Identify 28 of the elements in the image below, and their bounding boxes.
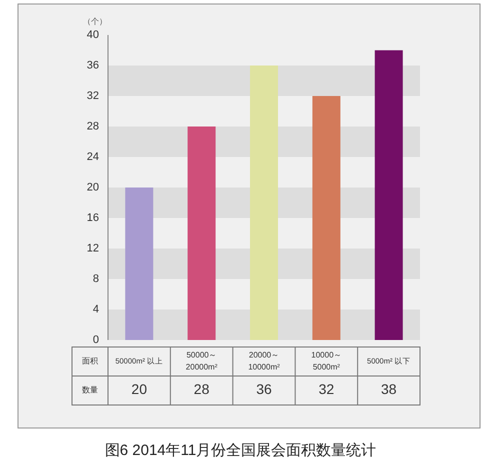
y-axis-title: （个）	[83, 17, 107, 26]
y-tick-label: 20	[86, 181, 99, 194]
data-label: 36	[256, 381, 272, 398]
y-tick-label: 32	[86, 90, 99, 102]
bar	[250, 66, 278, 340]
y-tick-label: 12	[86, 242, 99, 254]
y-tick-label: 16	[86, 212, 99, 224]
y-tick-label: 40	[86, 28, 99, 41]
data-label: 38	[381, 381, 397, 398]
bar	[312, 96, 340, 340]
data-label: 32	[318, 381, 334, 398]
y-tick-label: 36	[86, 59, 99, 72]
data-label: 20	[131, 381, 148, 398]
y-tick-label: 28	[86, 120, 99, 132]
x-tick-label: 20000～10000m²	[248, 350, 280, 372]
text: 数量	[82, 386, 98, 395]
text: 图6 2014年11月份全国展会面积数量统计	[104, 442, 376, 459]
y-tick-label: 4	[92, 303, 99, 316]
y-tick-label: 0	[92, 334, 99, 346]
x-axis-title: 面积	[82, 356, 98, 366]
bar	[188, 126, 216, 340]
bar	[125, 188, 154, 340]
x-tick-label: 50000～20000m²	[186, 350, 218, 372]
y-tick-label: 8	[92, 272, 99, 285]
x-tick-label: 10000～5000m²	[311, 350, 342, 372]
bar	[374, 50, 403, 340]
y-tick-label: 24	[86, 150, 99, 163]
data-label: 28	[194, 381, 210, 398]
